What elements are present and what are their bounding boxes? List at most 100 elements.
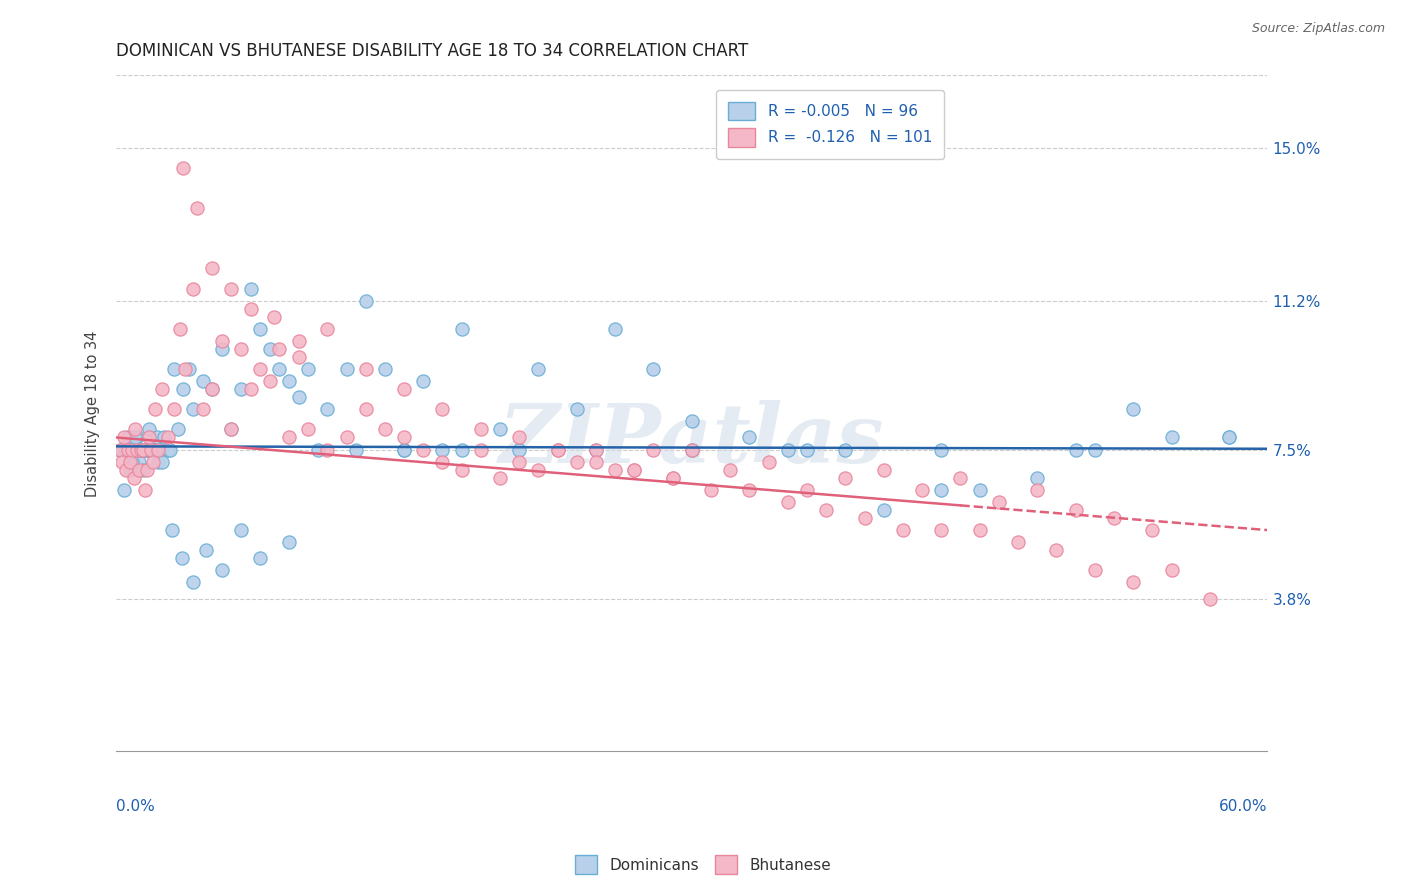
Point: [432, 442, 454, 457]
Point: [111, 442, 134, 457]
Point: [132, 463, 155, 477]
Point: [138, 430, 160, 444]
Point: [470, 442, 492, 457]
Point: [221, 281, 243, 295]
Point: [166, 422, 188, 436]
Point: [432, 455, 454, 469]
Point: [143, 402, 166, 417]
Point: [661, 471, 683, 485]
Point: [121, 455, 143, 469]
Point: [145, 430, 167, 444]
Point: [170, 551, 193, 566]
Point: [278, 430, 301, 444]
Point: [796, 483, 818, 497]
Point: [148, 455, 170, 469]
Point: [623, 463, 645, 477]
Point: [853, 511, 876, 525]
Point: [1007, 535, 1029, 549]
Point: [139, 442, 162, 457]
Point: [834, 442, 856, 457]
Point: [287, 350, 309, 364]
Point: [450, 463, 472, 477]
Point: [211, 342, 233, 356]
Point: [987, 495, 1010, 509]
Point: [118, 463, 141, 477]
Point: [661, 471, 683, 485]
Point: [134, 442, 156, 457]
Point: [239, 301, 262, 316]
Point: [117, 442, 139, 457]
Point: [335, 430, 357, 444]
Legend: Dominicans, Bhutanese: Dominicans, Bhutanese: [568, 849, 838, 880]
Point: [163, 362, 186, 376]
Point: [527, 463, 550, 477]
Point: [172, 382, 194, 396]
Point: [201, 261, 224, 276]
Point: [221, 422, 243, 436]
Point: [623, 463, 645, 477]
Point: [354, 402, 377, 417]
Point: [508, 430, 530, 444]
Point: [412, 374, 434, 388]
Point: [287, 334, 309, 348]
Point: [239, 382, 262, 396]
Point: [508, 442, 530, 457]
Point: [374, 362, 396, 376]
Point: [115, 442, 138, 457]
Point: [565, 455, 588, 469]
Point: [700, 483, 723, 497]
Point: [470, 422, 492, 436]
Point: [603, 322, 626, 336]
Point: [108, 442, 131, 457]
Point: [127, 442, 149, 457]
Point: [112, 442, 135, 457]
Point: [132, 442, 155, 457]
Point: [115, 463, 138, 477]
Point: [585, 455, 607, 469]
Point: [117, 430, 139, 444]
Point: [211, 334, 233, 348]
Point: [316, 402, 339, 417]
Point: [138, 422, 160, 436]
Point: [112, 430, 135, 444]
Point: [681, 442, 703, 457]
Point: [249, 322, 271, 336]
Point: [681, 414, 703, 428]
Point: [124, 422, 146, 436]
Point: [181, 281, 204, 295]
Point: [128, 463, 150, 477]
Point: [1199, 591, 1222, 606]
Point: [432, 402, 454, 417]
Point: [118, 455, 141, 469]
Point: [929, 523, 952, 537]
Point: [201, 382, 224, 396]
Point: [112, 483, 135, 497]
Point: [643, 362, 665, 376]
Point: [776, 442, 799, 457]
Point: [738, 483, 761, 497]
Point: [1084, 442, 1107, 457]
Text: 0.0%: 0.0%: [117, 799, 155, 814]
Point: [565, 402, 588, 417]
Point: [115, 442, 138, 457]
Point: [643, 442, 665, 457]
Point: [307, 442, 329, 457]
Point: [239, 281, 262, 295]
Point: [181, 402, 204, 417]
Point: [159, 442, 181, 457]
Point: [489, 422, 512, 436]
Point: [392, 430, 415, 444]
Point: [1218, 430, 1240, 444]
Point: [547, 442, 569, 457]
Point: [969, 523, 991, 537]
Point: [269, 362, 291, 376]
Point: [585, 442, 607, 457]
Point: [738, 430, 761, 444]
Point: [354, 293, 377, 308]
Point: [527, 362, 550, 376]
Point: [392, 382, 415, 396]
Point: [911, 483, 934, 497]
Point: [834, 471, 856, 485]
Point: [1122, 402, 1144, 417]
Point: [136, 442, 159, 457]
